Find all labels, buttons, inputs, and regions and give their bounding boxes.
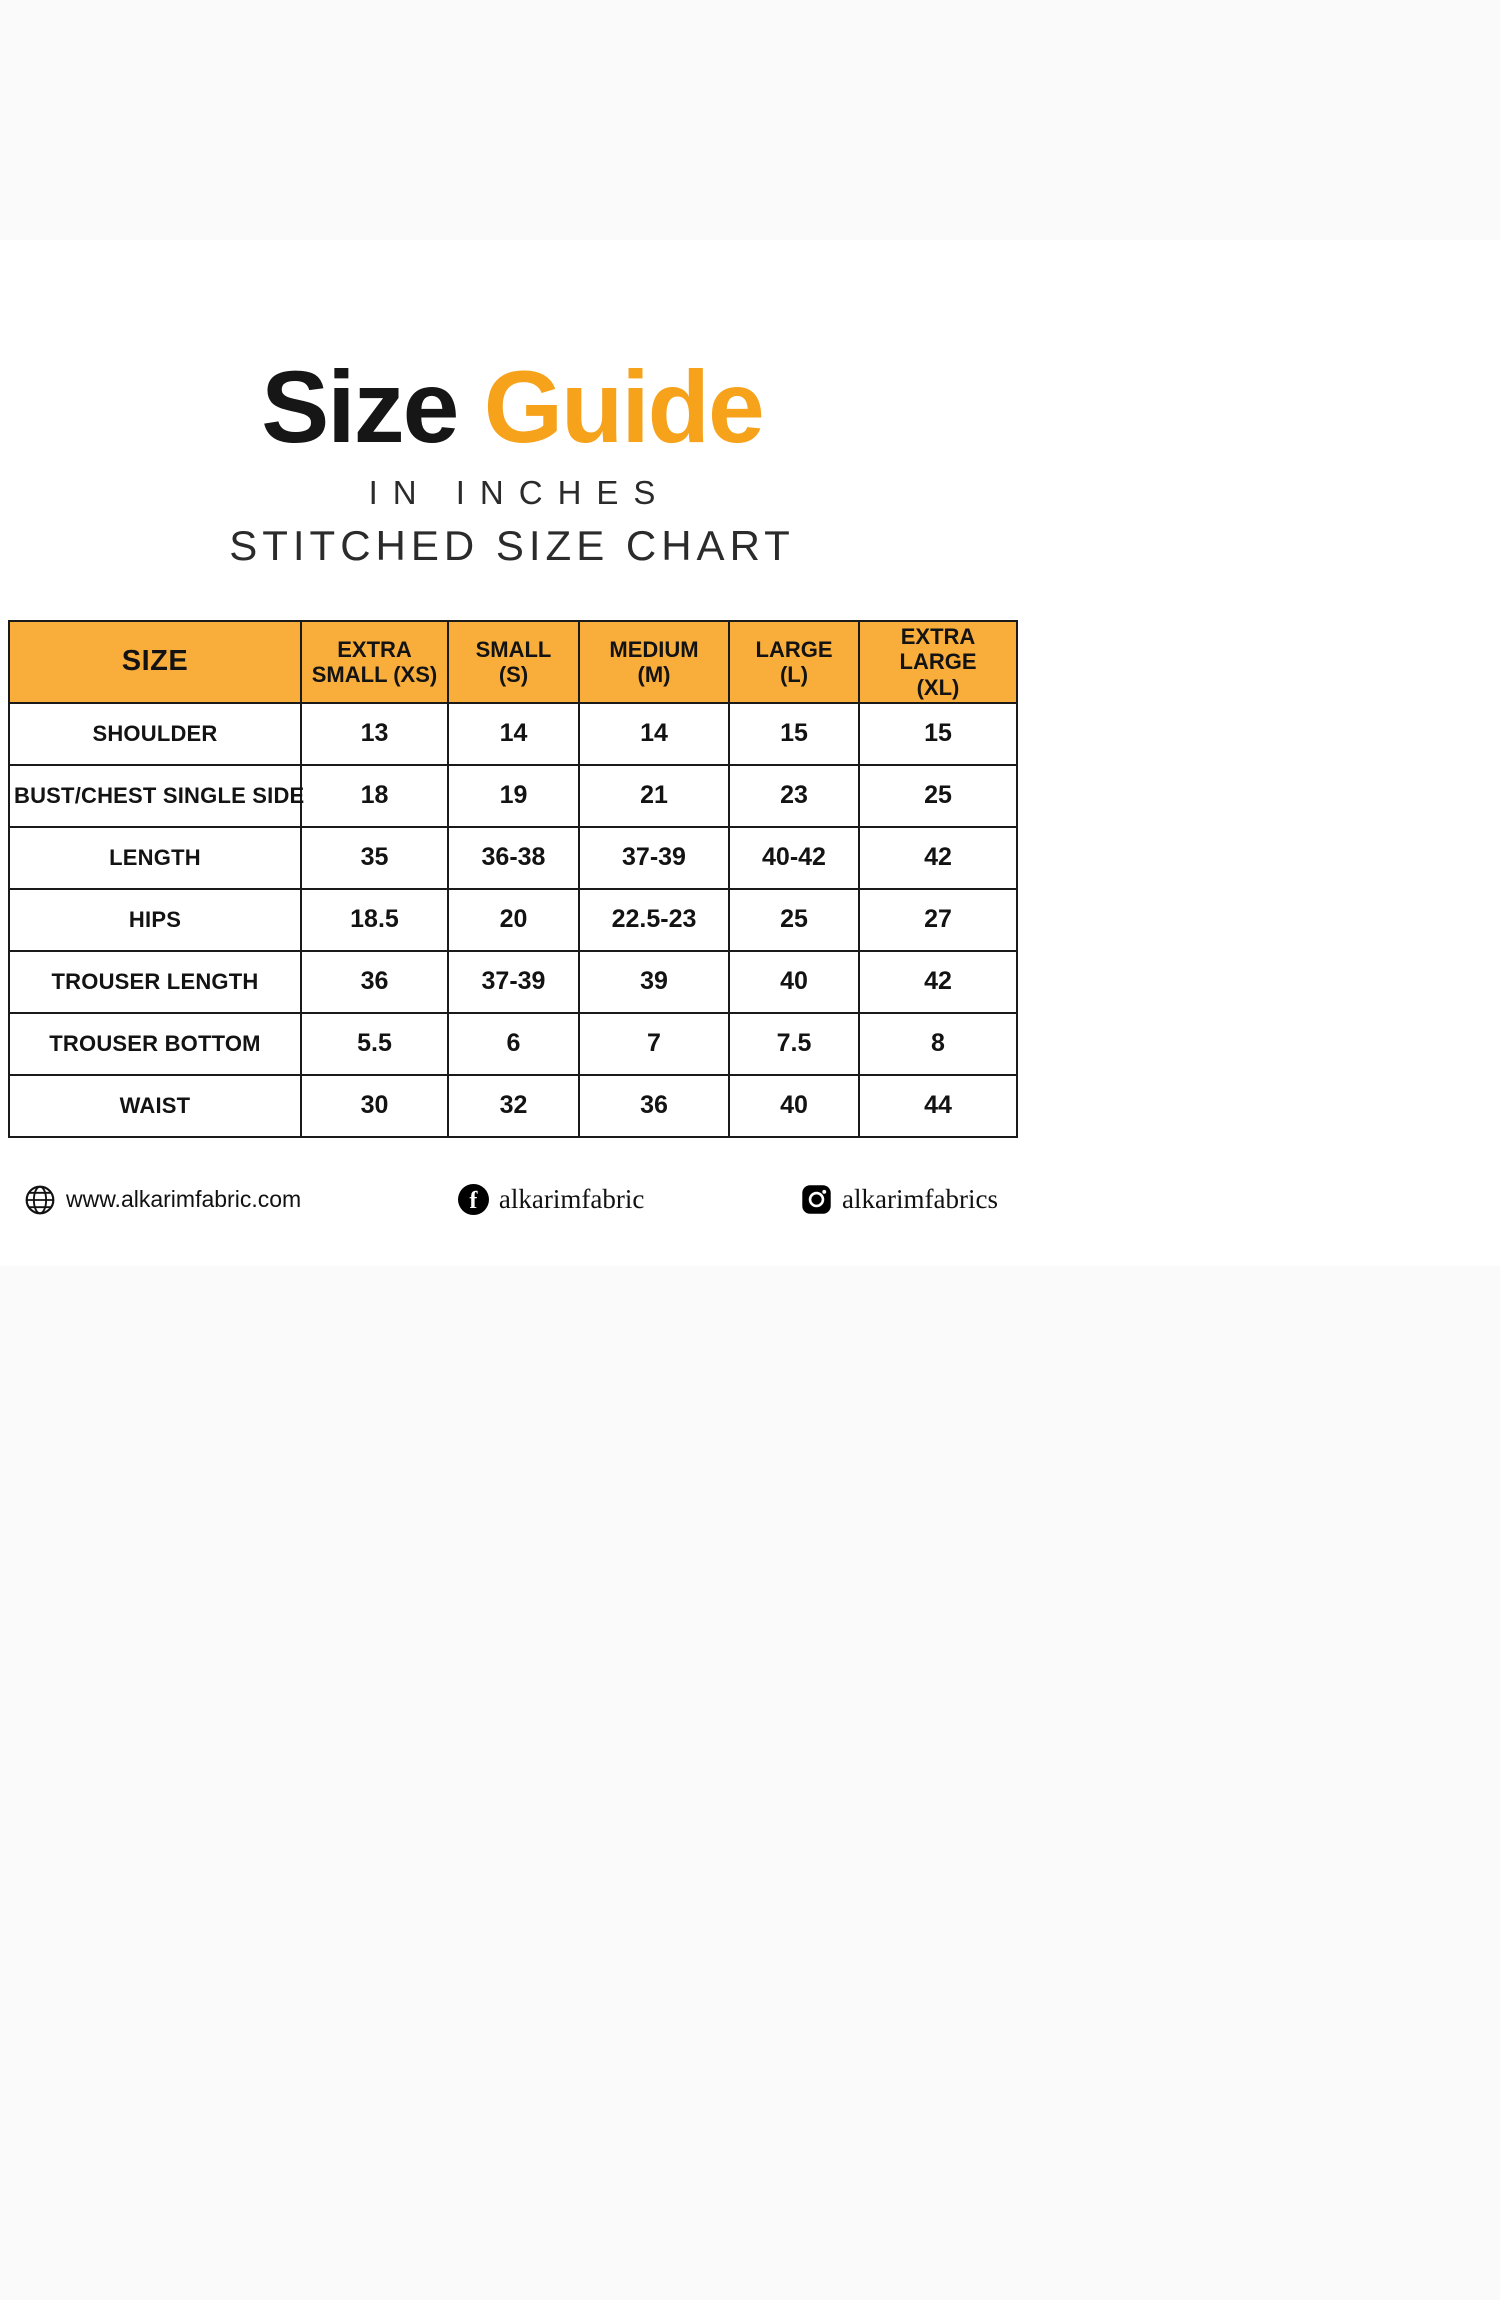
- size-value: 36-38: [447, 825, 580, 890]
- size-value: 7: [578, 1011, 730, 1076]
- row-label: BUST/CHEST SINGLE SIDE: [8, 763, 304, 828]
- size-value: 25: [728, 887, 860, 952]
- footer-website: www.alkarimfabric.com: [24, 1184, 301, 1216]
- size-value: 6: [447, 1011, 580, 1076]
- size-value: 39: [578, 949, 730, 1014]
- size-value: 22.5-23: [578, 887, 730, 952]
- instagram-icon: [801, 1184, 832, 1215]
- row-label: TROUSER LENGTH: [8, 949, 302, 1014]
- table-row: TROUSER BOTTOM 5.5 6 7 7.5 8: [8, 1011, 1018, 1076]
- size-value: 42: [858, 949, 1018, 1014]
- size-value: 5.5: [300, 1011, 449, 1076]
- table-header-row: SIZE EXTRA SMALL (XS) SMALL (S) MEDIUM (M) L…: [8, 620, 1018, 704]
- size-value: 14: [578, 701, 730, 766]
- table-row: SHOULDER 13 14 14 15 15: [8, 701, 1018, 766]
- column-header-size: SIZE: [8, 620, 302, 704]
- size-value: 30: [300, 1073, 449, 1138]
- size-value: 37-39: [578, 825, 730, 890]
- row-label: SHOULDER: [8, 701, 302, 766]
- column-header: MEDIUM (M): [578, 620, 730, 704]
- size-value: 20: [447, 887, 580, 952]
- size-value: 15: [858, 701, 1018, 766]
- size-value: 32: [447, 1073, 580, 1138]
- size-value: 42: [858, 825, 1018, 890]
- column-header: SMALL (S): [447, 620, 580, 704]
- column-header: LARGE (L): [728, 620, 860, 704]
- table-body: SHOULDER 13 14 14 15 15 BUST/CHEST SINGLE SIDE…: [8, 701, 1018, 1138]
- size-value: 27: [858, 887, 1018, 952]
- title-block: Size Guide IN INCHES STITCHED SIZE CHART: [0, 240, 1024, 570]
- size-value: 40-42: [728, 825, 860, 890]
- size-value: 19: [447, 763, 580, 828]
- website-url: www.alkarimfabric.com: [66, 1186, 302, 1213]
- table-row: HIPS 18.5 20 22.5-23 25 27: [8, 887, 1018, 952]
- size-value: 25: [858, 763, 1018, 828]
- column-header: EXTRA LARGE (XL): [858, 620, 1018, 704]
- size-value: 13: [300, 701, 449, 766]
- size-value: 40: [728, 949, 860, 1014]
- size-value: 21: [578, 763, 730, 828]
- size-value: 18: [300, 763, 449, 828]
- size-value: 23: [728, 763, 860, 828]
- column-header: EXTRA SMALL (XS): [300, 620, 449, 704]
- footer: www.alkarimfabric.com f alkarimfabric al…: [0, 1184, 1024, 1216]
- subtitle-in-inches: IN INCHES: [368, 474, 671, 511]
- row-label: HIPS: [8, 887, 302, 952]
- page-title: Size Guide: [0, 356, 1024, 458]
- facebook-handle: alkarimfabric: [498, 1184, 645, 1215]
- size-value: 8: [858, 1011, 1018, 1076]
- size-value: 35: [300, 825, 449, 890]
- size-value: 18.5: [300, 887, 449, 952]
- row-label: TROUSER BOTTOM: [8, 1011, 302, 1076]
- table-row: LENGTH 35 36-38 37-39 40-42 42: [8, 825, 1018, 890]
- size-value: 36: [578, 1073, 730, 1138]
- table-header: SIZE EXTRA SMALL (XS) SMALL (S) MEDIUM (M) L…: [8, 620, 1018, 704]
- table-row: TROUSER LENGTH 36 37-39 39 40 42: [8, 949, 1018, 1014]
- table-row: BUST/CHEST SINGLE SIDE 18 19 21 23 25: [8, 763, 1018, 828]
- size-value: 44: [858, 1073, 1018, 1138]
- size-chart-table: SIZE EXTRA SMALL (XS) SMALL (S) MEDIUM (M) L…: [8, 620, 1018, 1138]
- globe-icon: [24, 1184, 56, 1216]
- size-value: 37-39: [447, 949, 580, 1014]
- row-label: LENGTH: [8, 825, 302, 890]
- size-value: 14: [447, 701, 580, 766]
- size-value: 40: [728, 1073, 860, 1138]
- size-value: 36: [300, 949, 449, 1014]
- size-value: 7.5: [728, 1011, 860, 1076]
- facebook-icon: f: [457, 1184, 489, 1216]
- size-guide-graphic: Size Guide IN INCHES STITCHED SIZE CHART…: [0, 240, 1024, 1266]
- table-row: WAIST 30 32 36 40 44: [8, 1073, 1018, 1138]
- title-word-guide: Guide: [483, 350, 765, 464]
- subtitle-stitched-size-chart: STITCHED SIZE CHART: [229, 522, 795, 569]
- footer-facebook: f alkarimfabric: [457, 1184, 645, 1216]
- footer-instagram: alkarimfabrics: [801, 1184, 998, 1215]
- row-label: WAIST: [8, 1073, 302, 1138]
- instagram-handle: alkarimfabrics: [842, 1184, 998, 1215]
- title-word-size: Size: [261, 350, 459, 464]
- size-value: 15: [728, 701, 860, 766]
